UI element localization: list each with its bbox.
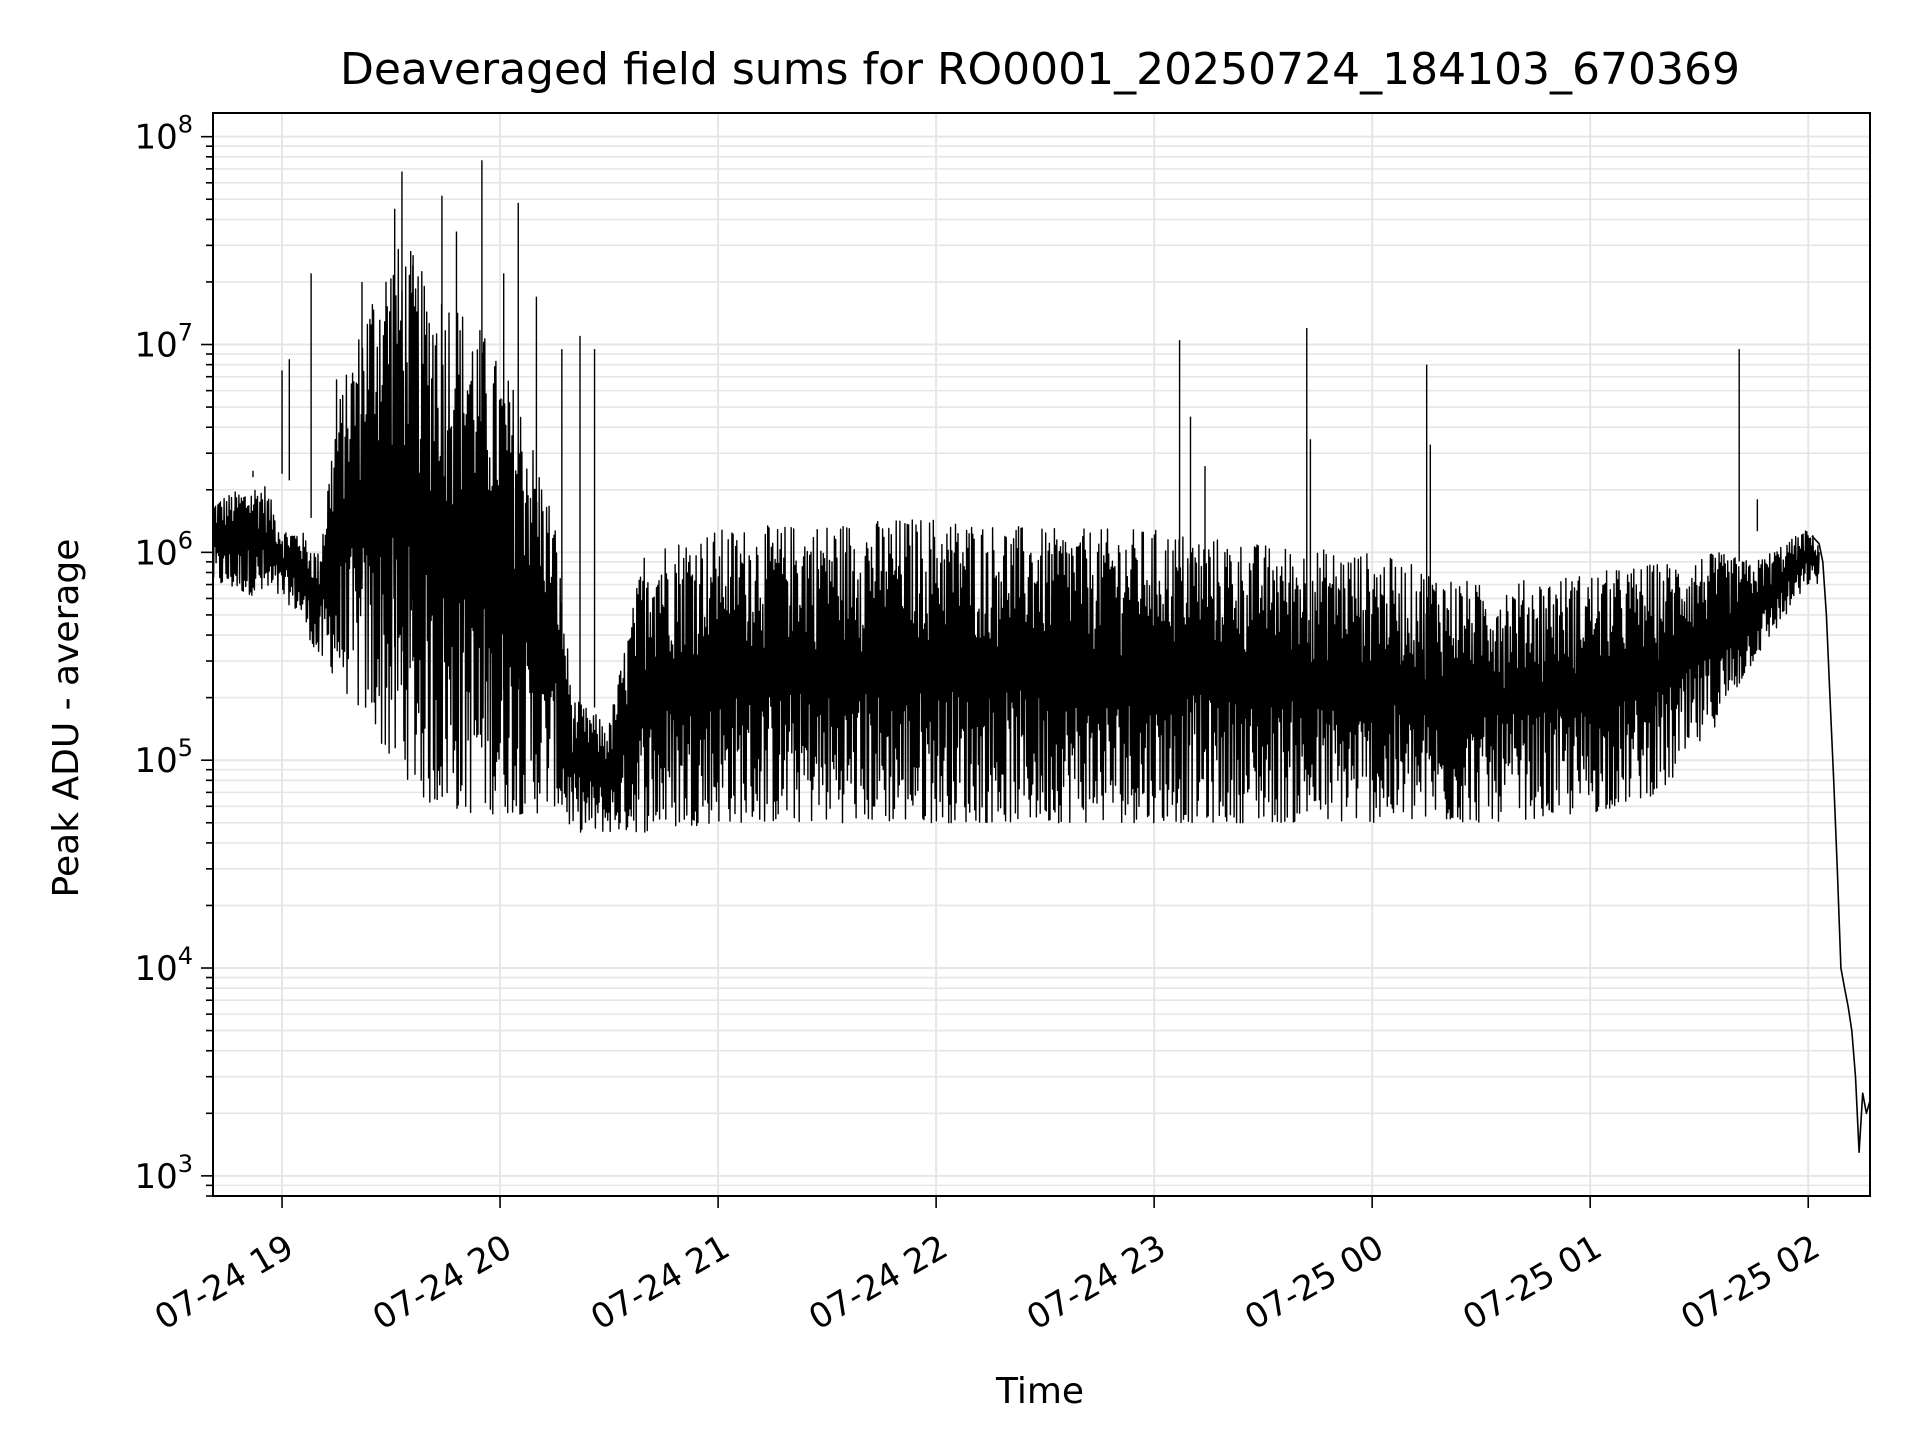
- plot-frame: [212, 112, 1871, 1197]
- chart-title: Deaveraged field sums for RO0001_2025072…: [340, 44, 1740, 95]
- x-tick-label: 07-24 21: [584, 1227, 736, 1338]
- x-tick-label: 07-24 20: [366, 1227, 518, 1338]
- y-tick-exponent: 3: [178, 1150, 193, 1178]
- y-tick-label: 105: [134, 734, 193, 781]
- x-tick-label: 07-24 23: [1020, 1227, 1172, 1338]
- x-tick-label: 07-24 19: [148, 1227, 300, 1338]
- x-axis-label: Time: [995, 1371, 1084, 1412]
- x-tick-label: 07-25 00: [1238, 1227, 1390, 1338]
- y-tick-label: 103: [134, 1150, 193, 1197]
- x-ticks: 07-24 19 07-24 20 07-24 21 07-24 22 07-24 23…: [148, 1196, 1827, 1338]
- y-tick-base: 10: [134, 118, 177, 158]
- y-tick-exponent: 6: [178, 526, 193, 554]
- y-tick-label: 104: [134, 942, 193, 989]
- y-tick-label: 106: [134, 526, 193, 573]
- series-tail: [1811, 535, 1871, 1153]
- x-tick-label: 07-25 01: [1456, 1227, 1608, 1338]
- series-line: [212, 248, 1820, 833]
- y-tick-label: 108: [134, 111, 193, 158]
- y-axis-label: Peak ADU - average: [46, 539, 87, 898]
- y-tick-base: 10: [134, 741, 177, 781]
- y-tick-base: 10: [134, 533, 177, 573]
- y-tick-base: 10: [134, 949, 177, 989]
- y-tick-exponent: 4: [178, 942, 193, 970]
- x-tick-label: 07-24 22: [802, 1227, 954, 1338]
- y-tick-base: 10: [134, 1157, 177, 1197]
- y-tick-base: 10: [134, 326, 177, 366]
- y-tick-exponent: 5: [178, 734, 193, 762]
- y-tick-exponent: 7: [178, 319, 193, 347]
- x-tick-label: 07-25 02: [1674, 1227, 1826, 1338]
- y-tick-label: 107: [134, 319, 193, 366]
- y-tick-exponent: 8: [178, 111, 193, 139]
- spikes: [212, 160, 1759, 708]
